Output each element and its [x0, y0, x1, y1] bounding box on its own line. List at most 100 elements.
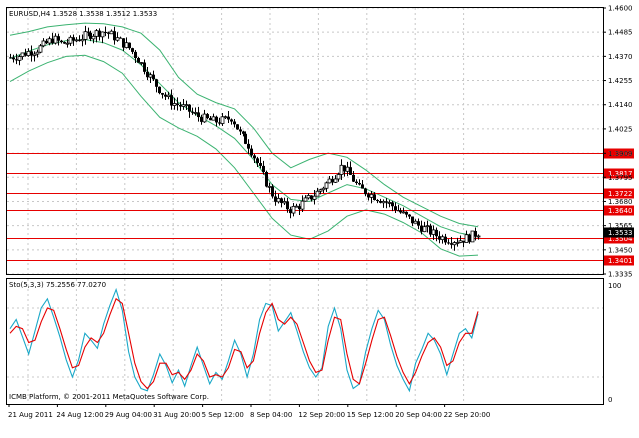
candle-body-down — [274, 196, 277, 202]
stochastic-lines — [9, 287, 479, 393]
candle-body-down — [233, 121, 236, 125]
candle-body-down — [250, 148, 253, 156]
candle-body-down — [239, 129, 242, 132]
candle-body-up — [324, 182, 329, 189]
candle-body-up — [20, 52, 25, 57]
sto-signal-line — [9, 297, 479, 390]
time-tick-label: 8 Sep 04:00 — [250, 411, 292, 419]
level-tag-label: 1.3909 — [608, 150, 633, 158]
copyright-text: ICMB Platform, © 2001-2011 MetaQuotes So… — [9, 393, 209, 401]
candle-body-down — [206, 114, 209, 119]
candle-body-down — [179, 104, 182, 107]
candle-body-up — [327, 178, 332, 184]
candle-body-up — [315, 190, 320, 197]
time-tick-label: 20 Sep 04:00 — [395, 411, 442, 419]
candle-body-up — [220, 116, 225, 124]
candle-body-down — [107, 32, 110, 34]
price-axis[interactable]: 1.4600 1.4485 1.4370 1.4255 1.4140 1.4025 1.39… — [603, 5, 634, 405]
horizontal-levels[interactable]: 1.3909 1.3817 1.3722 1.3640 1.3504 1.3401 — [7, 148, 634, 266]
level-tag-label: 1.3817 — [608, 170, 633, 178]
level-tag — [604, 233, 634, 244]
candle-body-up — [333, 178, 338, 183]
price-tick-label: 1.3565 — [608, 222, 633, 230]
candle-body-down — [98, 30, 101, 37]
level-tag-label: 1.3504 — [608, 235, 633, 243]
time-tick-label: 5 Sep 12:00 — [202, 411, 244, 419]
candle-body-up — [17, 56, 22, 61]
candle-body-down — [397, 210, 400, 212]
candle-body-down — [24, 52, 27, 56]
candle-body-up — [124, 42, 129, 48]
time-axis[interactable]: 21 Aug 2011 24 Aug 12:00 29 Aug 04:00 31 Au… — [8, 404, 490, 419]
candle-body-up — [41, 40, 46, 47]
candle-body-up — [267, 185, 272, 188]
candle-body-up — [318, 189, 323, 192]
candle-body-up — [339, 164, 344, 175]
candle-body-down — [104, 31, 107, 33]
candle-body-down — [262, 165, 265, 172]
price-tick-label: 1.3450 — [608, 246, 633, 254]
candle-body-down — [417, 221, 420, 226]
candle-body-down — [349, 167, 352, 175]
candle-body-down — [411, 216, 414, 224]
candle-body-down — [438, 236, 441, 240]
candle-body-down — [122, 38, 125, 48]
candle-body-down — [444, 236, 447, 243]
candle-body-up — [53, 35, 58, 44]
candle-body-down — [247, 143, 250, 149]
candle-body-down — [399, 210, 402, 213]
level-tag — [604, 168, 634, 179]
candle-body-up — [172, 103, 177, 106]
candle-body-down — [385, 201, 388, 203]
level-tag — [604, 188, 634, 199]
sto-tick-label: 100 — [608, 282, 621, 290]
candle-body-up — [300, 200, 305, 210]
level-tag-label: 1.3401 — [608, 257, 633, 265]
candle-body-down — [468, 234, 471, 242]
candle-body-down — [164, 94, 167, 97]
candle-body-up — [91, 35, 96, 40]
candle-body-down — [137, 58, 140, 63]
level-tag — [604, 148, 634, 159]
level-tag — [604, 255, 634, 266]
candles[interactable] — [9, 25, 481, 251]
candle-body-down — [259, 163, 262, 166]
candle-body-down — [462, 240, 465, 243]
candle-body-up — [452, 242, 457, 246]
candle-body-down — [215, 116, 218, 123]
candle-body-down — [113, 31, 116, 41]
candle-body-up — [184, 104, 189, 107]
candle-body-down — [188, 104, 191, 112]
candle-body-down — [429, 225, 432, 235]
candle-body-down — [230, 119, 233, 122]
candle-body-down — [265, 171, 268, 187]
candle-body-up — [202, 113, 207, 123]
candle-body-down — [197, 112, 200, 118]
candle-body-up — [35, 51, 40, 55]
candle-body-up — [458, 240, 463, 243]
candle-body-up — [431, 229, 436, 235]
candle-body-down — [146, 71, 149, 78]
price-tick-label: 1.4370 — [608, 53, 633, 61]
sto-tick-label: 0 — [608, 396, 612, 404]
candle-body-down — [227, 116, 230, 120]
candle-body-up — [26, 50, 31, 57]
candle-body-up — [294, 205, 299, 208]
candle-body-up — [369, 193, 374, 198]
price-tick-label: 1.4485 — [608, 29, 633, 37]
candle-body-down — [170, 95, 173, 106]
candle-body-down — [343, 165, 346, 172]
candle-body-up — [422, 226, 427, 233]
candle-body-down — [361, 184, 364, 189]
candle-body-down — [30, 51, 33, 56]
sto-title: Sto(5,3,3) 75.2556 77.0270 — [9, 281, 107, 289]
candle-body-down — [191, 111, 194, 113]
candle-body-down — [51, 38, 54, 44]
candle-body-down — [89, 32, 92, 39]
candle-body-down — [78, 39, 81, 41]
candle-body-down — [373, 194, 376, 201]
candle-body-up — [276, 197, 281, 203]
time-tick-label: 29 Aug 04:00 — [105, 411, 152, 419]
